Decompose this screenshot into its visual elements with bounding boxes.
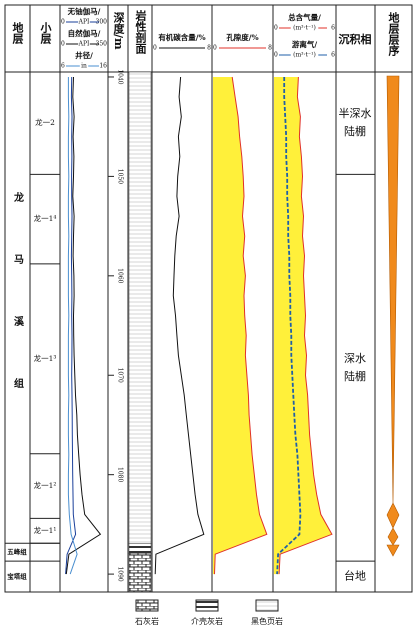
formation-label: 五峰组 bbox=[7, 547, 27, 556]
legend-swatch bbox=[255, 599, 279, 612]
scale-unit: in bbox=[81, 63, 87, 70]
log-curve bbox=[278, 76, 333, 575]
scale-max: 6 bbox=[331, 25, 335, 32]
scale-min: 0 bbox=[61, 41, 65, 48]
scale-min: 0 bbox=[274, 25, 278, 32]
scale-unit: API bbox=[78, 41, 90, 48]
scale-max: 16 bbox=[99, 63, 107, 70]
facies-label: 深水 bbox=[344, 352, 366, 365]
sequence-symbols bbox=[386, 75, 400, 557]
sublayer-label: 龙一2 bbox=[35, 117, 55, 127]
lithology-interval bbox=[128, 543, 152, 554]
formation-label: 宝塔组 bbox=[7, 572, 27, 581]
scale-unit: (m³·t⁻¹) bbox=[293, 25, 316, 32]
depth-tick-label: 1040 bbox=[117, 69, 124, 84]
scale-max: 300 bbox=[96, 19, 108, 26]
lithology-interval bbox=[128, 552, 152, 593]
depth-tick-label: 1050 bbox=[117, 169, 124, 184]
series-name: 总含气量/ bbox=[288, 12, 321, 22]
legend-label: 黑色页岩 bbox=[251, 616, 283, 626]
facies-label: 陆棚 bbox=[344, 369, 366, 383]
header: 小层 bbox=[39, 21, 53, 45]
legend-label: 介壳灰岩 bbox=[191, 616, 223, 626]
lithology-interval bbox=[128, 71, 152, 544]
facies-label: 半深水 bbox=[339, 106, 372, 120]
depth-tick-label: 1080 bbox=[117, 467, 124, 482]
scale-max: 8 bbox=[268, 45, 272, 52]
facies-label: 陆棚 bbox=[344, 124, 366, 138]
scale-min: 0 bbox=[213, 45, 217, 52]
formation-label: 龙马溪组 bbox=[12, 191, 25, 440]
log-curve bbox=[65, 76, 102, 575]
series-name: 游离气/ bbox=[292, 39, 317, 49]
sublayer-label: 龙一1² bbox=[34, 480, 57, 490]
series-name: 井径/ bbox=[75, 50, 93, 60]
legend-label: 石灰岩 bbox=[135, 616, 159, 626]
scale-max: 350 bbox=[96, 41, 108, 48]
header: 地层层序 bbox=[387, 11, 401, 57]
header: 地层 bbox=[11, 21, 25, 45]
legend-swatch bbox=[195, 599, 219, 612]
log-curve bbox=[154, 76, 205, 575]
log-curve bbox=[214, 76, 268, 575]
header: 深度/m bbox=[112, 11, 125, 50]
fill-area bbox=[274, 76, 332, 575]
series-name: 孔隙度/% bbox=[226, 32, 258, 42]
header: 岩性剖面 bbox=[134, 9, 148, 55]
depth-tick-label: 1060 bbox=[117, 268, 124, 283]
series-name: 自然伽马/ bbox=[68, 28, 101, 38]
legend-swatch bbox=[135, 599, 159, 612]
header: 沉积相 bbox=[339, 32, 372, 46]
scale-unit: (m³·t⁻¹) bbox=[293, 52, 316, 59]
scale-unit: API bbox=[78, 19, 90, 26]
sublayer-label: 龙一1¹ bbox=[34, 525, 57, 535]
log-curve bbox=[276, 77, 302, 575]
scale-min: 6 bbox=[61, 63, 65, 70]
series-name: 有机碳含量/% bbox=[158, 32, 205, 42]
facies-label: 台地 bbox=[344, 569, 366, 583]
scale-max: 8 bbox=[207, 45, 211, 52]
frame bbox=[4, 4, 413, 593]
sublayer-label: 龙一1⁴ bbox=[34, 213, 57, 223]
series-name: 无铀伽马/ bbox=[67, 6, 101, 16]
fill-area bbox=[213, 76, 267, 575]
log-curve bbox=[65, 76, 77, 575]
sublayer-label: 龙一1³ bbox=[34, 353, 57, 363]
log-curve bbox=[67, 77, 78, 575]
scale-min: 0 bbox=[61, 19, 65, 26]
scale-max: 6 bbox=[331, 52, 335, 59]
scale-min: 0 bbox=[153, 45, 157, 52]
scale-min: 0 bbox=[274, 52, 278, 59]
depth-tick-label: 1090 bbox=[117, 566, 124, 581]
depth-tick-label: 1070 bbox=[117, 368, 124, 383]
